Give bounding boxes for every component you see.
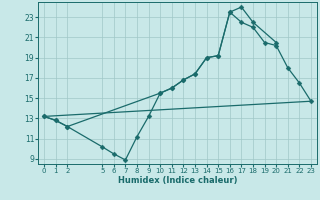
X-axis label: Humidex (Indice chaleur): Humidex (Indice chaleur) (118, 176, 237, 185)
